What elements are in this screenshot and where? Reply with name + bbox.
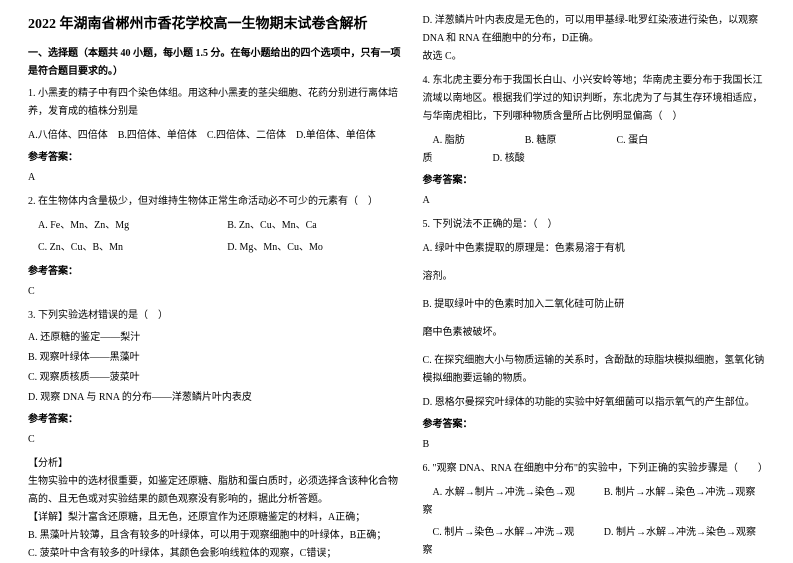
q2-answer-label: 参考答案： xyxy=(28,263,407,281)
section-header: 一、选择题（本题共 40 小题，每小题 1.5 分。在每小题给出的四个选项中，只… xyxy=(28,45,407,81)
q2-opt-b: B. Zn、Cu、Mn、Ca xyxy=(227,217,406,235)
question-6: 6. "观察 DNA、RNA 在细胞中分布"的实验中，下列正确的实验步骤是（ ） xyxy=(423,460,765,478)
q3-opt-d: D. 观察 DNA 与 RNA 的分布——洋葱鳞片叶内表皮 xyxy=(28,389,407,407)
question-4: 4. 东北虎主要分布于我国长白山、小兴安岭等地；华南虎主要分布于我国长江流域以南… xyxy=(423,72,765,126)
q3-cont-d: D. 洋葱鳞片叶内表皮是无色的，可以用甲基绿-吡罗红染液进行染色，以观察 DNA… xyxy=(423,12,765,48)
q5-opt-b2: 磨中色素被破坏。 xyxy=(423,324,765,342)
q4-answer-label: 参考答案： xyxy=(423,172,765,190)
right-column: D. 洋葱鳞片叶内表皮是无色的，可以用甲基绿-吡罗红染液进行染色，以观察 DNA… xyxy=(415,12,773,549)
question-2: 2. 在生物体内含量极少，但对维持生物体正常生命活动必不可少的元素有（ ） xyxy=(28,193,407,211)
q1-answer-label: 参考答案： xyxy=(28,149,407,167)
q4-answer: A xyxy=(423,192,765,210)
q5-opt-d: D. 恩格尔曼探究叶绿体的功能的实验中好氧细菌可以指示氧气的产生部位。 xyxy=(423,394,765,412)
q5-opt-a: A. 绿叶中色素提取的原理是：色素易溶于有机 xyxy=(423,240,765,258)
q6-opt-d: D. 制片→水解→冲洗→染色→观察 xyxy=(604,524,765,560)
q1-options: A.八倍体、四倍体 B.四倍体、单倍体 C.四倍体、二倍体 D.单倍体、单倍体 xyxy=(28,127,407,145)
q4-opt-c: C. 蛋白 xyxy=(616,132,648,150)
q5-answer-label: 参考答案： xyxy=(423,416,765,434)
q2-options: A. Fe、Mn、Zn、Mg B. Zn、Cu、Mn、Ca C. Zn、Cu、B… xyxy=(28,217,407,257)
q4-options: A. 脂肪 B. 糖原 C. 蛋白 质 D. 核酸 xyxy=(423,132,765,168)
q4-opt-a: A. 脂肪 xyxy=(423,132,465,150)
q3-opt-b: B. 观察叶绿体——黑藻叶 xyxy=(28,349,407,367)
q3-conclusion: 故选 C。 xyxy=(423,48,765,66)
q4-opt-d-line: 质 D. 核酸 xyxy=(423,150,765,168)
q1-answer: A xyxy=(28,169,407,187)
q6-opt-c: C. 制片→染色→水解→冲洗→观察 xyxy=(423,524,584,560)
q5-answer: B xyxy=(423,436,765,454)
q3-options: A. 还原糖的鉴定——梨汁 B. 观察叶绿体——黑藻叶 C. 观察质核质——菠菜… xyxy=(28,329,407,407)
q2-answer: C xyxy=(28,283,407,301)
q3-analysis2: 【详解】梨汁富含还原糖，且无色，还原宜作为还原糖鉴定的材料，A正确； xyxy=(28,509,407,527)
left-column: 2022 年湖南省郴州市香花学校高一生物期末试卷含解析 一、选择题（本题共 40… xyxy=(20,12,415,549)
q1-opts: A.八倍体、四倍体 B.四倍体、单倍体 C.四倍体、二倍体 D.单倍体、单倍体 xyxy=(28,130,376,141)
q3-opt-a: A. 还原糖的鉴定——梨汁 xyxy=(28,329,407,347)
q2-opt-c: C. Zn、Cu、B、Mn xyxy=(28,239,207,257)
q3-answer-label: 参考答案： xyxy=(28,411,407,429)
q6-opt-b: B. 制片→水解→染色→冲洗→观察 xyxy=(604,484,765,520)
question-1: 1. 小黑麦的精子中有四个染色体组。用这种小黑麦的茎尖细胞、花药分别进行离体培养… xyxy=(28,85,407,121)
question-5: 5. 下列说法不正确的是：（ ） xyxy=(423,216,765,234)
exam-title: 2022 年湖南省郴州市香花学校高一生物期末试卷含解析 xyxy=(28,12,407,37)
q4-opt-b: B. 糖原 xyxy=(525,132,557,150)
q6-opt-a: A. 水解→制片→冲洗→染色→观察 xyxy=(423,484,584,520)
q3-analysis-label: 【分析】 xyxy=(28,455,407,473)
q2-opt-d: D. Mg、Mn、Cu、Mo xyxy=(227,239,406,257)
q2-opt-a: A. Fe、Mn、Zn、Mg xyxy=(28,217,207,235)
q5-opt-b: B. 提取绿叶中的色素时加入二氧化硅可防止研 xyxy=(423,296,765,314)
q3-analysis1: 生物实验中的选材很重要，如鉴定还原糖、脂肪和蛋白质时，必须选择含该种化合物高的、… xyxy=(28,473,407,509)
question-3: 3. 下列实验选材错误的是（ ） xyxy=(28,307,407,325)
q5-options: A. 绿叶中色素提取的原理是：色素易溶于有机 溶剂。 B. 提取绿叶中的色素时加… xyxy=(423,240,765,412)
q3-answer: C xyxy=(28,431,407,449)
q3-analysis4: C. 菠菜叶中含有较多的叶绿体，其颜色会影响线粒体的观察，C错误； xyxy=(28,545,407,563)
q3-analysis3: B. 黑藻叶片较薄，且含有较多的叶绿体，可以用于观察细胞中的叶绿体，B正确； xyxy=(28,527,407,545)
q5-opt-a2: 溶剂。 xyxy=(423,268,765,286)
q5-opt-c: C. 在探究细胞大小与物质运输的关系时，含酚酞的琼脂块模拟细胞，氢氧化钠模拟细胞… xyxy=(423,352,765,388)
q6-options: A. 水解→制片→冲洗→染色→观察 B. 制片→水解→染色→冲洗→观察 C. 制… xyxy=(423,484,765,560)
q3-opt-c: C. 观察质核质——菠菜叶 xyxy=(28,369,407,387)
